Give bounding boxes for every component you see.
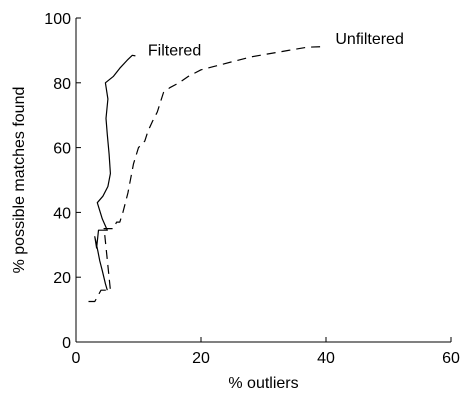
series-layer	[88, 45, 327, 303]
y-tick-label: 20	[53, 270, 71, 287]
y-tick-label: 100	[44, 11, 71, 28]
labels-layer: % outliers % possible matches found Filter…	[11, 31, 404, 392]
y-axis-label: % possible matches found	[11, 87, 28, 274]
x-tick-label: 40	[317, 350, 335, 367]
y-tick-label: 0	[62, 335, 71, 352]
x-tick-label: 0	[72, 350, 81, 367]
x-tick-label: 20	[192, 350, 210, 367]
y-tick-label: 80	[53, 76, 71, 93]
x-tick-label: 60	[442, 350, 460, 367]
annotation-filtered: Filtered	[148, 42, 201, 59]
annotation-unfiltered: Unfiltered	[335, 31, 403, 48]
y-tick-label: 60	[53, 141, 71, 158]
x-axis-label: % outliers	[228, 375, 298, 392]
axes: 0 20 40 60 0 20 40 60 80 100	[44, 11, 460, 367]
series-unfiltered-line	[88, 45, 327, 303]
y-tick-label: 40	[53, 205, 71, 222]
series-filtered-line	[94, 54, 136, 291]
